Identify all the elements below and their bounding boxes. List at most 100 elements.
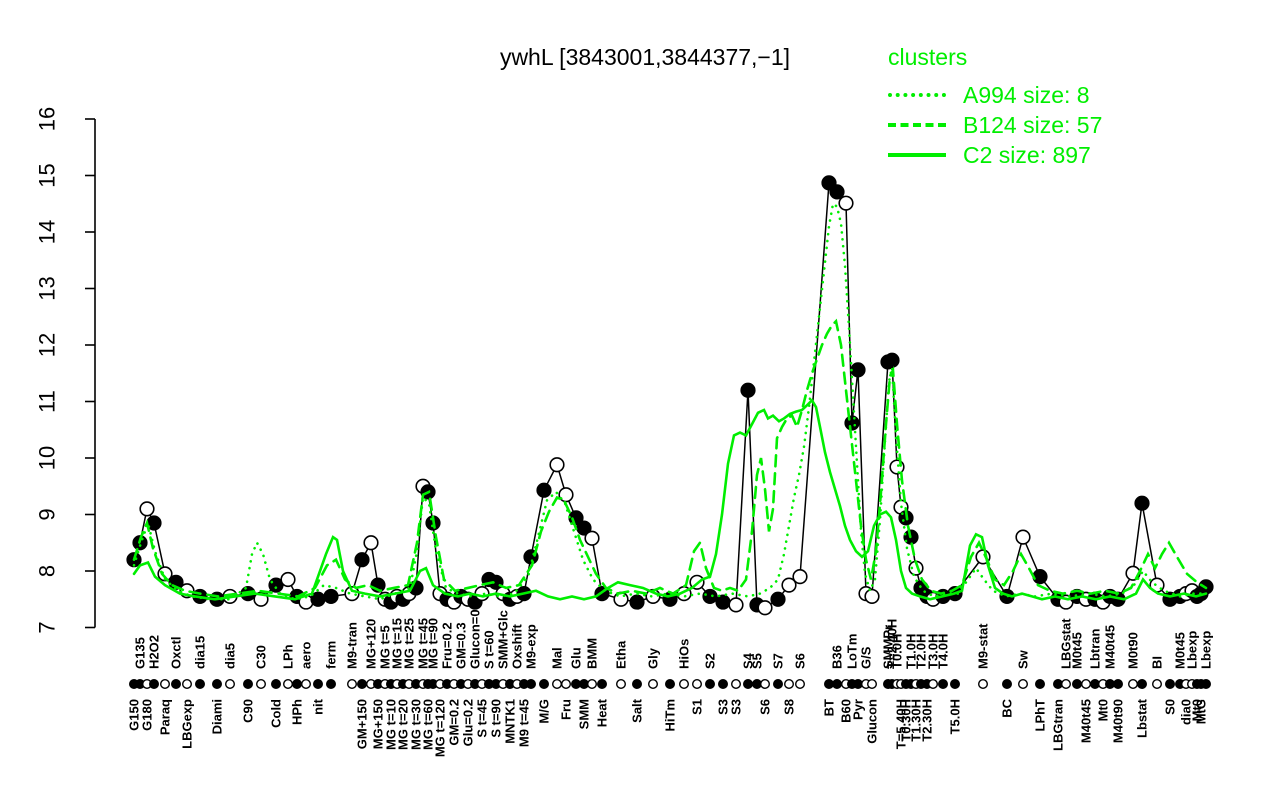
condition-label: GM+150 <box>355 699 370 749</box>
condition-label: G/S <box>859 646 874 669</box>
condition-label: MG t=30 <box>409 699 424 750</box>
condition-marker <box>718 679 729 690</box>
condition-marker <box>357 679 368 690</box>
data-point <box>1134 495 1150 511</box>
condition-label: B36 <box>830 645 845 669</box>
condition-marker <box>731 679 742 690</box>
condition-label: Lbstat <box>1135 698 1150 738</box>
y-tick-label: 12 <box>35 333 60 357</box>
condition-label: MG t=20 <box>396 699 411 750</box>
condition-label: T1.0H <box>904 634 919 669</box>
condition-label: T4.0H <box>936 634 951 669</box>
data-point <box>576 520 592 536</box>
condition-marker <box>526 679 537 690</box>
dotted-line-sample <box>888 93 946 97</box>
condition-label: Lbtran <box>1088 629 1103 670</box>
condition-label: G150 <box>127 699 142 731</box>
solid-line-sample <box>888 153 946 157</box>
chart-title: ywhL [3843001,3844377,−1] <box>499 44 791 70</box>
condition-marker <box>1112 679 1123 690</box>
y-tick-label: 10 <box>35 446 60 470</box>
condition-label: S0 <box>1163 699 1178 715</box>
condition-label: S4 <box>741 652 756 669</box>
y-tick-label: 13 <box>35 276 60 300</box>
condition-label: Lbexp <box>1199 631 1214 669</box>
condition-label: MG t=25 <box>402 618 417 669</box>
condition-marker <box>1018 679 1029 690</box>
condition-marker <box>1002 679 1013 690</box>
condition-marker <box>1151 679 1162 690</box>
condition-label: S3 <box>716 699 731 715</box>
condition-label: LoTm <box>845 634 860 669</box>
condition-label: HiTm <box>663 699 678 732</box>
y-tick-label: 7 <box>35 621 60 633</box>
condition-label: Glu <box>569 647 584 669</box>
condition-label: dia0 <box>1179 699 1194 725</box>
condition-label: Lbexp <box>1185 631 1200 669</box>
data-point <box>584 530 600 546</box>
condition-label: S8 <box>782 699 797 715</box>
condition-label: S t=60 <box>482 630 497 669</box>
condition-label: Diami <box>210 699 225 734</box>
condition-marker <box>978 679 989 690</box>
data-point <box>139 501 155 517</box>
data-point <box>850 362 866 378</box>
condition-label: MG t=15 <box>390 618 405 669</box>
cluster-line-B124 <box>132 318 1208 598</box>
condition-label: Oxctl <box>169 636 184 669</box>
condition-label: LBGexp <box>180 699 195 749</box>
data-point <box>728 597 744 613</box>
dashed-line-sample <box>888 123 946 127</box>
y-tick-label: 9 <box>35 508 60 520</box>
condition-marker <box>1071 679 1082 690</box>
data-point <box>781 577 797 593</box>
condition-label: S3 <box>729 699 744 715</box>
condition-label: Glu=0.2 <box>461 699 476 746</box>
condition-label: Glucon=0.2 <box>468 599 483 669</box>
condition-marker <box>148 679 159 690</box>
condition-label: S t=90 <box>489 699 504 738</box>
condition-marker <box>705 679 716 690</box>
condition-label: Mal <box>550 647 565 669</box>
condition-label: Fru=0.2 <box>440 622 455 669</box>
condition-label: LBGtran <box>1051 699 1066 751</box>
y-tick-label: 14 <box>35 220 60 244</box>
y-tick-label: 11 <box>35 390 60 413</box>
condition-marker <box>1080 679 1091 690</box>
condition-marker <box>773 679 784 690</box>
condition-label: HiOs <box>677 639 692 669</box>
condition-label: T1.30H <box>909 699 924 742</box>
condition-label: S1 <box>690 699 705 715</box>
condition-marker <box>692 679 703 690</box>
condition-label: S7 <box>771 653 786 669</box>
condition-label: dia5 <box>223 643 238 669</box>
condition-label: LPh <box>281 644 296 669</box>
condition-label: SMMPr <box>881 625 896 669</box>
condition-marker <box>832 679 843 690</box>
condition-label: LBGstat <box>1059 618 1074 669</box>
condition-marker <box>1164 679 1175 690</box>
legend-label: B124 size: 57 <box>963 111 1103 138</box>
legend-item-a994: A994 size: 8 <box>888 80 1102 110</box>
condition-marker <box>561 679 572 690</box>
condition-marker <box>194 679 205 690</box>
condition-marker <box>1136 679 1147 690</box>
condition-label: MNTK1 <box>503 699 518 744</box>
condition-label: BC <box>1000 698 1015 717</box>
condition-label: BT <box>822 699 837 716</box>
condition-label: MG t=90 <box>426 618 441 669</box>
condition-marker <box>539 679 550 690</box>
gene-profile-line <box>133 181 1207 609</box>
condition-marker <box>347 679 358 690</box>
condition-marker <box>292 679 303 690</box>
condition-marker <box>760 679 771 690</box>
data-point <box>715 594 731 610</box>
data-point <box>280 571 296 588</box>
condition-label: M9-stat <box>976 623 991 669</box>
condition-label: BI <box>1150 656 1165 669</box>
condition-marker <box>795 679 806 690</box>
condition-label: Heat <box>595 698 610 727</box>
condition-label: HPh <box>290 699 305 725</box>
